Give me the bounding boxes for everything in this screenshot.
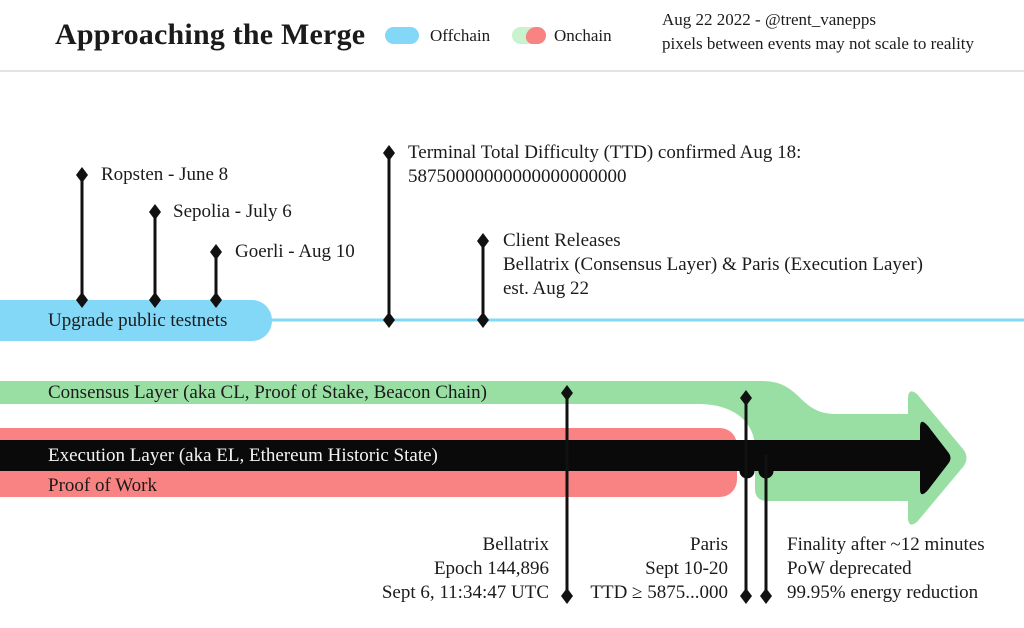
annotation-paris: Paris Sept 10-20 TTD ≥ 5875...000 bbox=[590, 533, 728, 605]
annotation-bellatrix: Bellatrix Epoch 144,896 Sept 6, 11:34:47… bbox=[382, 533, 549, 605]
byline-disclaimer: pixels between events may not scale to r… bbox=[662, 34, 975, 53]
event-label-ttd: Terminal Total Difficulty (TTD) confirme… bbox=[408, 141, 801, 189]
byline: Aug 22 2022 - @trent_vanepps pixels betw… bbox=[662, 8, 974, 56]
onchain-legend-red-half bbox=[524, 27, 546, 44]
finality-line1: Finality after ~12 minutes bbox=[787, 534, 985, 555]
client-line1: Client Releases bbox=[503, 230, 621, 251]
band-label-testnets: Upgrade public testnets bbox=[48, 310, 228, 331]
band-label-execution: Execution Layer (aka EL, Ethereum Histor… bbox=[48, 445, 438, 466]
annotation-finality: Finality after ~12 minutes PoW deprecate… bbox=[787, 533, 985, 605]
event-label-client-releases: Client Releases Bellatrix (Consensus Lay… bbox=[503, 229, 923, 301]
offchain-legend-swatch bbox=[385, 27, 419, 44]
onchain-legend-label: Onchain bbox=[554, 26, 612, 45]
header-divider bbox=[0, 70, 1024, 72]
client-line3: est. Aug 22 bbox=[503, 278, 590, 299]
band-label-consensus: Consensus Layer (aka CL, Proof of Stake,… bbox=[48, 382, 488, 403]
ttd-line1: Terminal Total Difficulty (TTD) confirme… bbox=[408, 142, 802, 163]
offchain-legend-label: Offchain bbox=[430, 26, 491, 45]
page-title: Approaching the Merge bbox=[55, 18, 366, 51]
finality-line3: 99.95% energy reduction bbox=[787, 582, 979, 603]
finality-line2: PoW deprecated bbox=[787, 558, 912, 579]
event-stems bbox=[76, 145, 772, 604]
client-line2: Bellatrix (Consensus Layer) & Paris (Exe… bbox=[503, 254, 923, 275]
event-label-ropsten: Ropsten - June 8 bbox=[101, 164, 229, 185]
byline-author: Aug 22 2022 - @trent_vanepps bbox=[662, 10, 876, 29]
event-label-sepolia: Sepolia - July 6 bbox=[173, 201, 292, 222]
event-label-goerli: Goerli - Aug 10 bbox=[235, 241, 355, 262]
ttd-value: 58750000000000000000000 bbox=[408, 166, 627, 187]
bellatrix-name: Bellatrix bbox=[482, 534, 549, 555]
paris-ttd: TTD ≥ 5875...000 bbox=[590, 582, 728, 603]
testnets-bar bbox=[0, 300, 272, 341]
paris-date: Sept 10-20 bbox=[645, 558, 728, 579]
bellatrix-time: Sept 6, 11:34:47 UTC bbox=[381, 582, 549, 603]
bellatrix-epoch: Epoch 144,896 bbox=[433, 558, 549, 579]
onchain-legend-swatch bbox=[512, 27, 546, 44]
paris-name: Paris bbox=[690, 534, 728, 555]
execution-bar-arrow bbox=[0, 421, 951, 495]
band-label-pow: Proof of Work bbox=[48, 475, 157, 496]
